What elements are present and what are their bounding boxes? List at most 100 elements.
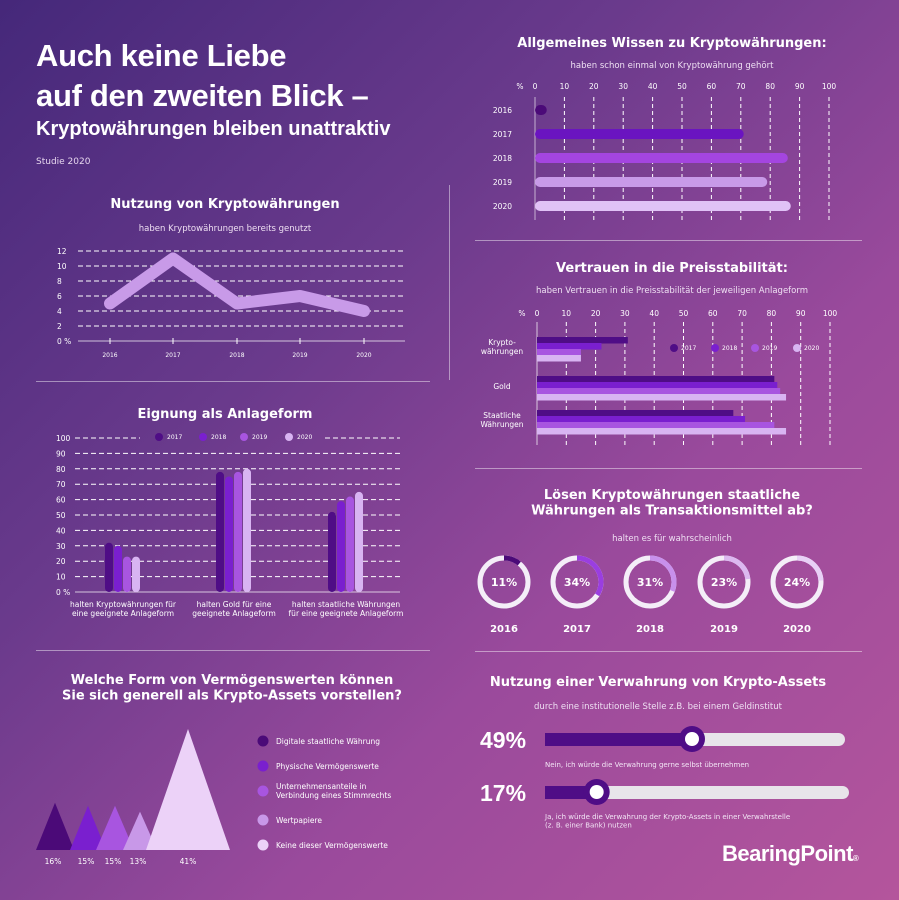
y-tick-label: 0 % [57,337,71,346]
donut-year: 2019 [710,624,738,635]
slider-fill [545,786,597,799]
y-tick-label: 8 [57,277,62,286]
value-label: 16% [45,857,62,866]
legend-label: Unternehmensanteile in Verbindung eines S… [276,782,391,800]
value-label: 15% [105,857,122,866]
x-tick-label: 30 [620,309,630,318]
donut-value: 23% [711,576,737,589]
x-tick-label: 2018 [229,352,244,359]
y-tick-label: 0 % [56,588,70,597]
y-tick-label: 10 [56,573,66,582]
category-label: Gold [493,382,510,391]
category-label: halten staatliche Währungen für eine geei… [289,600,404,618]
divider [36,381,430,382]
legend-label: 2017 [167,434,182,441]
donut-year: 2017 [563,624,591,635]
triangle-mark [70,805,106,850]
x-tick-label: 2020 [356,352,371,359]
y-tick-label: 30 [56,542,66,551]
legend-label: 2018 [722,345,737,352]
x-tick-label: 50 [677,82,687,91]
axis-unit: % [518,309,525,318]
x-tick-label: 20 [589,82,599,91]
donut-arc [770,555,824,609]
x-tick-label: 70 [737,309,747,318]
bar [535,177,768,187]
y-tick-label: 10 [57,262,67,271]
bar [535,105,547,115]
legend-dot [257,839,269,851]
chart-subtitle: durch eine institutionelle Stelle z.B. b… [534,702,783,712]
bar [537,355,581,362]
donut-arc [550,555,604,609]
bar [535,201,791,211]
chart-subtitle: haben Vertrauen in die Preisstabilität d… [536,286,808,296]
donut-arc [623,555,677,609]
y-tick-label: 2017 [493,130,512,139]
y-tick-label: 90 [56,449,66,458]
value-label: 13% [130,857,147,866]
bar [243,468,251,592]
x-tick-label: 20 [591,309,601,318]
legend-label: 2019 [762,345,777,352]
chart-title: Allgemeines Wissen zu Kryptowährungen: [517,36,826,51]
slider-handle-dot [589,785,604,799]
slider-track [545,786,849,799]
legend-dot [257,814,269,826]
bar [337,501,345,592]
bar [537,382,778,389]
bar [355,491,363,592]
donut-arc [697,555,751,609]
donut-arc [477,555,531,609]
y-tick-label: 80 [56,465,66,474]
bar [537,422,775,429]
chart-title: Nutzung einer Verwahrung von Krypto-Asse… [490,675,826,690]
bar [537,343,602,350]
category-label: Krypto-währungen [481,338,523,356]
bar [105,542,113,592]
bar [537,337,628,344]
triangle-mark [123,811,157,850]
y-tick-label: 2019 [493,178,512,187]
title-line-2: auf den zweiten Blick – [36,78,369,113]
bar [537,349,581,356]
bar [234,471,242,592]
axis-unit: % [516,82,523,91]
category-label: Staatliche Währungen [480,411,523,429]
y-tick-label: 2016 [493,106,512,115]
bar [535,129,744,139]
bar [535,153,788,163]
legend-dot [240,433,248,441]
x-tick-label: 100 [822,82,837,91]
study-label: Studie 2020 [36,157,91,167]
slider-value: 49% [480,727,526,753]
value-label: 41% [180,857,197,866]
divider [475,468,862,469]
legend-label: 2018 [211,434,226,441]
chart-title: Eignung als Anlageform [138,407,313,422]
legend-dot [751,344,759,352]
chart-title: Nutzung von Kryptowährungen [110,197,339,212]
category-label: halten Kryptowährungen für eine geeignete… [70,600,177,618]
slider-caption: Nein, ich würde die Verwahrung gerne sel… [545,761,749,769]
triangle-mark [36,802,74,850]
x-tick-label: 90 [795,82,805,91]
y-tick-label: 6 [57,292,62,301]
y-tick-label: 12 [57,247,67,256]
slider-caption: Ja, ich würde die Verwahrung der Krypto-… [544,813,790,829]
bar [328,511,336,592]
divider [36,650,430,651]
chart-subtitle: haben schon einmal von Kryptowährung geh… [571,61,775,71]
donut-value: 11% [491,576,517,589]
bar [346,496,354,592]
y-tick-label: 2 [57,322,62,331]
x-tick-label: 0 [533,82,538,91]
donut-year: 2016 [490,624,518,635]
y-tick-label: 100 [56,434,71,443]
series-line [104,252,370,317]
bearingpoint-logo: BearingPoint® [722,841,859,866]
legend-dot [257,735,269,747]
value-label: 15% [78,857,95,866]
